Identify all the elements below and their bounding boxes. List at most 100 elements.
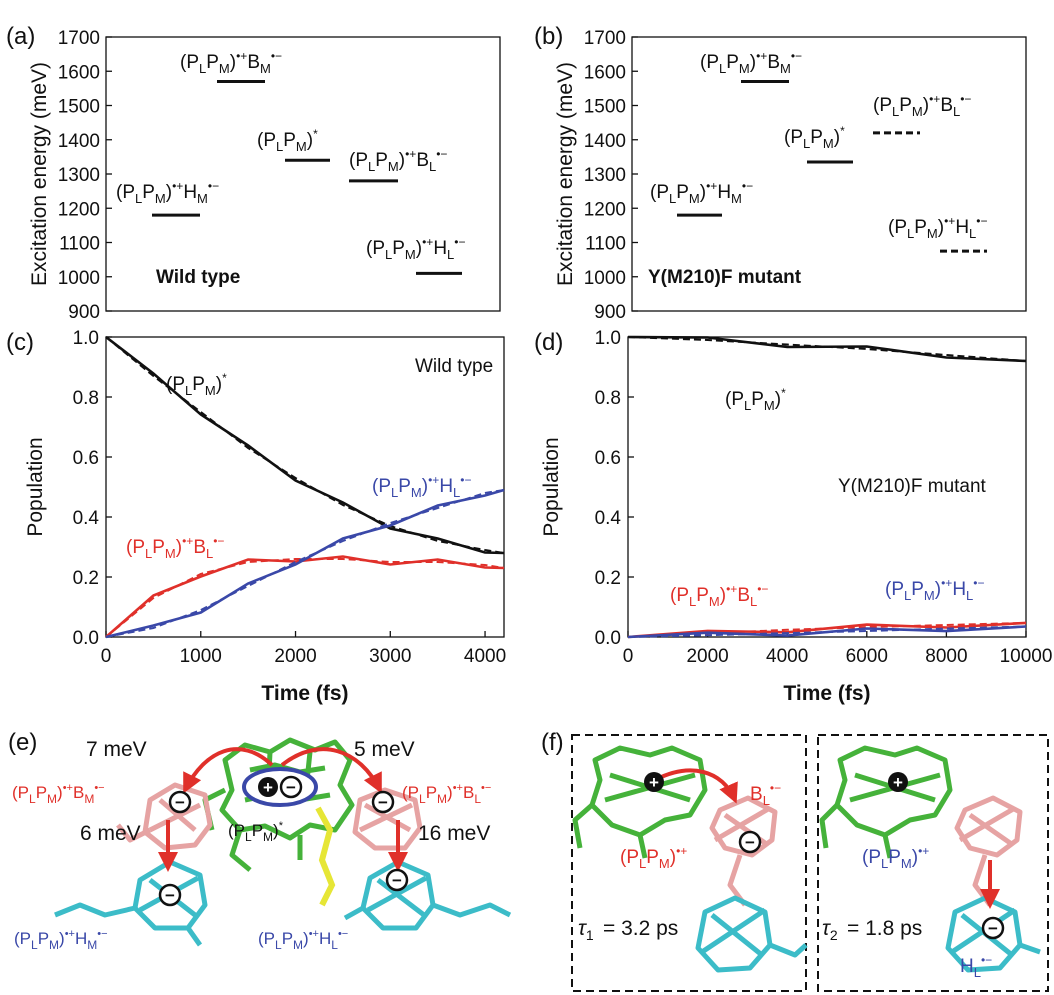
xtick-label: 8000 <box>925 646 967 667</box>
svg-text:−: − <box>392 871 402 890</box>
svg-text:(PLPM)•+BM•−: (PLPM)•+BM•− <box>700 49 802 76</box>
svg-text:−: − <box>286 778 296 797</box>
panel-b-levels <box>677 80 987 253</box>
series-line <box>627 335 1027 363</box>
coupling-bl-label: 5 meV <box>354 738 415 761</box>
svg-text:BL•−: BL•− <box>750 781 781 808</box>
panel-c-xlabel: Time (fs) <box>261 682 348 705</box>
panel-d-ylabel: Population <box>540 437 563 536</box>
f1-special-pair <box>572 745 708 859</box>
ytick-label: 1000 <box>584 268 626 289</box>
svg-text:−: − <box>378 793 388 812</box>
panel-e: (e) + <box>8 729 512 952</box>
panel-f-box-2 <box>817 734 1049 992</box>
svg-text:(PLPM)•+: (PLPM)•+ <box>620 844 687 871</box>
ytick-label: 1100 <box>585 234 626 255</box>
xtick-label: 6000 <box>846 646 888 667</box>
panel-a-levels <box>152 80 462 275</box>
ytick-label: 1.0 <box>595 328 621 349</box>
ytick-label: 0.4 <box>73 508 100 529</box>
ytick-label: 0.4 <box>595 508 622 529</box>
ytick-label: 1200 <box>584 199 626 220</box>
svg-text:(PLPM)•+: (PLPM)•+ <box>862 844 929 871</box>
ytick-label: 900 <box>594 302 626 323</box>
ytick-label: 0.8 <box>73 388 99 409</box>
panel-b-ylabel: Excitation energy (meV) <box>554 62 577 286</box>
coupling-bm-label: 7 meV <box>86 738 147 761</box>
svg-text:(PLPM)*: (PLPM)* <box>725 386 786 413</box>
series-line <box>627 621 1027 639</box>
svg-text:(PLPM)*: (PLPM)* <box>257 127 318 154</box>
series-line <box>105 335 505 555</box>
panel-c-ticks: 1.0 0.8 0.6 0.4 0.2 0.00 1000 2000 3000 4000 <box>73 328 507 667</box>
f1-bl <box>709 795 778 907</box>
svg-text:(PLPM)•+BL•−: (PLPM)•+BL•− <box>349 147 447 174</box>
panel-c-note: Wild type <box>415 356 493 377</box>
coupling-hl-label: 16 meV <box>418 822 490 845</box>
panel-d-frame <box>627 336 1027 638</box>
svg-text:(PLPM)•+BL•−: (PLPM)•+BL•− <box>126 534 224 561</box>
xtick-label: 3000 <box>369 646 411 667</box>
svg-text:−: − <box>175 793 185 812</box>
svg-text:(PLPM)•+HL•−: (PLPM)•+HL•− <box>258 928 348 952</box>
panel-a-note: Wild type <box>156 267 240 288</box>
xtick-label: 2000 <box>686 646 728 667</box>
svg-text:+: + <box>649 773 659 792</box>
panel-c: (c) 1.00.80.60.40.20.00 1000 2000 3000 4000 … <box>6 328 506 705</box>
ytick-label: 1300 <box>58 165 100 186</box>
svg-text:−: − <box>988 919 998 938</box>
f1-hl <box>695 895 808 973</box>
svg-text:HL•−: HL•− <box>960 953 992 980</box>
panel-letter-d: (d) <box>534 329 563 356</box>
ytick-label: 1400 <box>584 131 626 152</box>
svg-text:(PLPM)•+HL•−: (PLPM)•+HL•− <box>888 214 988 241</box>
svg-text:(PLPM)•+BL•−: (PLPM)•+BL•− <box>873 92 971 119</box>
ytick-label: 1600 <box>58 62 100 83</box>
xtick-label: 0 <box>623 646 634 667</box>
series-fit-line <box>105 489 505 638</box>
tau1-value: = 3.2 ps <box>603 917 678 940</box>
panel-a-yticks: 1700 1600 1500 1400 1300 1200 1100 1000 900 <box>58 28 112 323</box>
tyrosine-residue <box>315 806 336 907</box>
panel-b: (b) 17001600150014001300120011001000900 … <box>534 23 1027 323</box>
svg-text:(PLPM)•+HL•−: (PLPM)•+HL•− <box>885 576 985 603</box>
xtick-label: 4000 <box>766 646 808 667</box>
panel-d-note: Y(M210)F mutant <box>838 476 987 497</box>
f1-transfer-arrow <box>654 768 738 804</box>
f2-hole-icon: + <box>888 772 908 792</box>
panel-f: (f) + − BL•− (PLPM)•+ τ1 = 3.2 ps <box>541 729 1049 992</box>
svg-text:(PLPM)•+HL•−: (PLPM)•+HL•− <box>366 235 466 262</box>
panel-a: (a) 17001600150014001300120011001000900 … <box>6 23 501 323</box>
series-line <box>105 555 505 638</box>
svg-text:+: + <box>263 778 273 797</box>
ytick-label: 0.0 <box>73 628 99 649</box>
pheophytin-right <box>343 859 512 931</box>
svg-text:(PLPM)•+HM•−: (PLPM)•+HM•− <box>650 179 753 206</box>
panel-d-ticks: 1.0 0.8 0.6 0.4 0.2 0.00 2000 4000 6000 8000 10000 <box>595 328 1053 667</box>
panel-d-xlabel: Time (fs) <box>783 682 870 705</box>
panel-b-yticks: 1700 1600 1500 1400 1300 1200 1100 1000 900 <box>584 28 638 323</box>
minus-charge-icon <box>279 775 303 799</box>
panel-letter-a: (a) <box>6 23 35 50</box>
panel-letter-b: (b) <box>534 23 563 50</box>
panel-c-ylabel: Population <box>24 437 47 536</box>
svg-text:(PLPM)•+BM•−: (PLPM)•+BM•− <box>12 782 105 806</box>
panel-a-ylabel: Excitation energy (meV) <box>28 62 51 286</box>
electron-marker-bm: − <box>168 790 192 814</box>
xtick-label: 1000 <box>180 646 222 667</box>
svg-text:τ1: τ1 <box>578 917 594 943</box>
tau2-value: = 1.8 ps <box>847 917 922 940</box>
svg-text:−: − <box>165 886 175 905</box>
xtick-label: 0 <box>101 646 112 667</box>
series-fit-line <box>105 558 505 638</box>
svg-text:(PLPM)•+HL•−: (PLPM)•+HL•− <box>372 473 472 500</box>
ytick-label: 1700 <box>58 28 100 49</box>
ytick-label: 1.0 <box>73 328 99 349</box>
ytick-label: 0.6 <box>73 448 99 469</box>
series-line <box>105 488 505 639</box>
ytick-label: 0.6 <box>595 448 621 469</box>
ytick-label: 1400 <box>58 131 100 152</box>
ytick-label: 1300 <box>584 165 626 186</box>
electron-marker-hl: − <box>385 868 409 892</box>
